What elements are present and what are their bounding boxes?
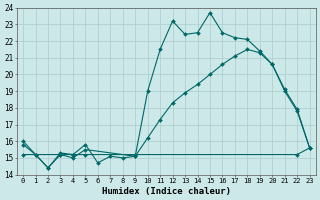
X-axis label: Humidex (Indice chaleur): Humidex (Indice chaleur) [102,187,231,196]
